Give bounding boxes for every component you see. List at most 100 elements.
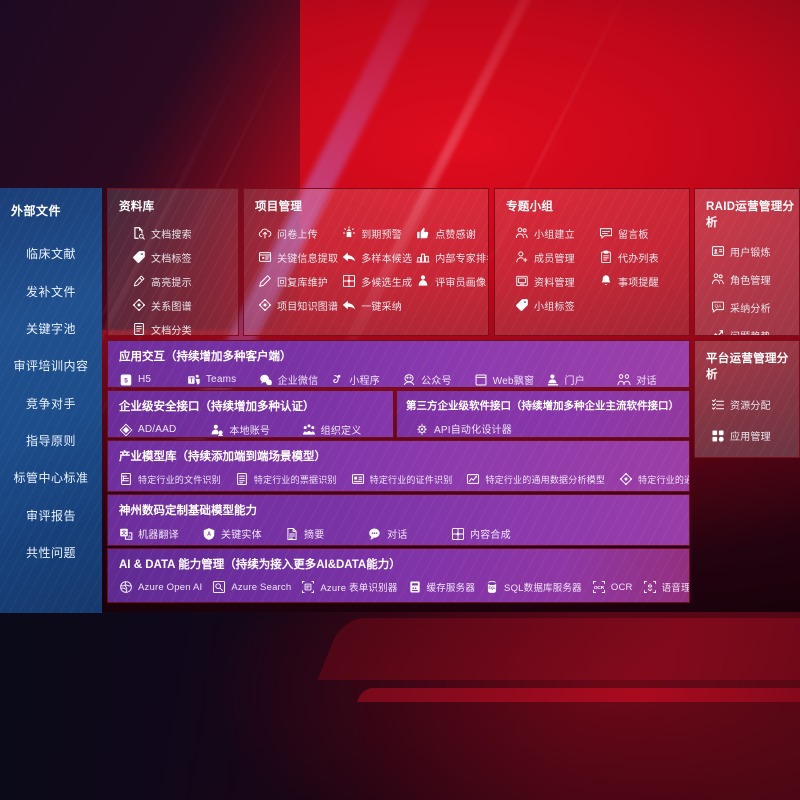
id-card-icon bbox=[711, 244, 725, 258]
list-item[interactable]: 门户 bbox=[546, 369, 618, 387]
list-item[interactable]: 回复库维护 bbox=[256, 269, 340, 293]
list-item[interactable]: 代办列表 bbox=[597, 245, 681, 269]
list-item[interactable]: A 关键实体 bbox=[202, 523, 285, 544]
list-item[interactable]: QA 采纳分析 bbox=[709, 293, 791, 321]
list-item[interactable]: Azure Search bbox=[212, 577, 291, 597]
list-item[interactable]: Web飘窗 bbox=[474, 369, 546, 387]
list-item[interactable]: 语音理解 bbox=[643, 577, 689, 597]
list-item[interactable]: 资源分配 bbox=[709, 389, 791, 420]
sidebar-item-supplement-files[interactable]: 发补文件 bbox=[25, 284, 76, 299]
list-item-label: 问卷上传 bbox=[277, 229, 318, 241]
list-item[interactable]: 特定行业的通用数据分析模型 bbox=[466, 469, 605, 489]
bar-thirdparty-items: API自动化设计器 bbox=[397, 413, 689, 437]
list-item[interactable]: 小组标签 bbox=[513, 293, 597, 317]
list-item[interactable]: 小组建立 bbox=[513, 221, 597, 245]
list-item-label: 关键信息提取 bbox=[277, 253, 339, 265]
list-item[interactable]: Teams bbox=[187, 370, 259, 388]
sidebar-item-review-training[interactable]: 审评培训内容 bbox=[13, 359, 89, 374]
list-item[interactable]: 对话 bbox=[617, 369, 689, 387]
list-item-label: 公众号 bbox=[421, 376, 452, 387]
list-item[interactable]: 事项提醒 bbox=[597, 269, 681, 293]
person-add-icon bbox=[515, 250, 529, 264]
list-item[interactable]: 对话 bbox=[368, 523, 451, 544]
card-group-title: 专题小组 bbox=[506, 201, 554, 213]
list-item[interactable]: Azure Open AI bbox=[119, 577, 202, 597]
sidebar-item-keyword-pool[interactable]: 关键字池 bbox=[25, 321, 76, 336]
list-item-label: 到期预警 bbox=[361, 229, 403, 241]
sidebar-item-common-issues[interactable]: 共性问题 bbox=[25, 546, 76, 561]
list-item[interactable]: 到期预警 bbox=[340, 221, 414, 245]
list-item[interactable]: 特定行业的文件识别 bbox=[119, 469, 221, 489]
list-item[interactable]: 摘要 bbox=[285, 523, 368, 544]
trend-chart-icon bbox=[711, 328, 725, 335]
list-item[interactable]: 小程序 bbox=[330, 369, 402, 387]
sidebar-item-review-report[interactable]: 审评报告 bbox=[25, 508, 76, 523]
sidebar-item-clinical-literature[interactable]: 临床文献 bbox=[25, 247, 76, 262]
list-item[interactable]: 关键信息提取 bbox=[256, 245, 340, 269]
list-item[interactable]: 点赞感谢 bbox=[414, 221, 488, 245]
list-item-label: 组织定义 bbox=[320, 426, 362, 437]
list-item[interactable]: 应用管理 bbox=[709, 420, 791, 451]
app-grid-icon bbox=[711, 429, 725, 443]
list-item[interactable]: 问题趋势 bbox=[709, 321, 791, 335]
list-item[interactable]: 多候选生成 bbox=[340, 269, 414, 293]
list-item[interactable]: 评审员画像 bbox=[414, 269, 488, 293]
list-item-label: 内部专家排名 bbox=[435, 253, 488, 265]
sidebar-item-standards-center[interactable]: 标管中心标准 bbox=[13, 471, 89, 486]
cache-server-icon bbox=[408, 580, 422, 594]
list-item[interactable]: 成员管理 bbox=[513, 245, 597, 269]
list-item[interactable]: 企业微信 bbox=[259, 369, 331, 387]
svg-text:A: A bbox=[207, 531, 211, 537]
list-item[interactable]: 高亮提示 bbox=[130, 269, 230, 293]
teams-icon bbox=[187, 373, 201, 387]
list-item[interactable]: 多样本候选 bbox=[340, 245, 414, 269]
list-item[interactable]: 5 H5 bbox=[119, 370, 187, 388]
card-raid-grid: 用户锻炼 角色管理 QA 采纳分析 问题趋势 bbox=[695, 230, 799, 335]
bar-ai-data-capability: AI & DATA 能力管理（持续为接入更多AI&DATA能力） Azure O… bbox=[107, 548, 690, 603]
card-group-grid: 小组建立 留言板 成员管理 代办列表 资料管理 事项提醒 bbox=[495, 214, 689, 317]
list-item[interactable]: 特定行业的证件识别 bbox=[351, 469, 453, 489]
list-item[interactable]: 资料管理 bbox=[513, 269, 597, 293]
tag-icon bbox=[132, 250, 146, 264]
list-item[interactable]: SQL SQL数据库服务器 bbox=[485, 577, 582, 597]
list-item[interactable]: 组织定义 bbox=[302, 419, 393, 437]
list-item[interactable]: 一键采纳 bbox=[340, 293, 414, 317]
list-item[interactable]: 关系图谱 bbox=[130, 293, 230, 317]
list-item[interactable]: 本地账号 bbox=[210, 419, 301, 437]
list-item[interactable]: Azure 表单识别器 bbox=[301, 577, 397, 597]
list-item-label: 文档标签 bbox=[151, 253, 192, 265]
bar-industry-title: 产业模型库（持续添加端到端场景模型） bbox=[119, 451, 326, 463]
list-item[interactable]: 文档标签 bbox=[130, 245, 230, 269]
bar-app-interaction-items: 5 H5 Teams 企业微信 小程序 公众号 Web飘窗 bbox=[108, 364, 689, 388]
list-item[interactable]: 用户锻炼 bbox=[709, 237, 791, 265]
list-item[interactable]: 留言板 bbox=[597, 221, 681, 245]
speech-icon bbox=[643, 580, 657, 594]
list-item[interactable]: 文档分类 bbox=[130, 317, 230, 335]
sidebar-item-competitors[interactable]: 竞争对手 bbox=[25, 396, 76, 411]
list-item[interactable]: 缓存服务器 bbox=[408, 577, 476, 597]
list-item[interactable]: 项目知识图谱 bbox=[256, 293, 340, 317]
list-item-label: 回复库维护 bbox=[277, 277, 328, 289]
list-item[interactable]: 角色管理 bbox=[709, 265, 791, 293]
list-item[interactable]: 内容合成 bbox=[451, 523, 534, 544]
data-analysis-icon bbox=[466, 472, 480, 486]
sidebar: 外部文件 临床文献 发补文件 关键字池 审评培训内容 竞争对手 指导原则 标管中… bbox=[0, 188, 102, 613]
list-item[interactable]: OCR OCR bbox=[592, 577, 633, 597]
sidebar-item-guidelines[interactable]: 指导原则 bbox=[25, 434, 76, 449]
list-item[interactable]: 文档搜索 bbox=[130, 221, 230, 245]
ranking-icon bbox=[416, 250, 430, 264]
list-item[interactable]: 问卷上传 bbox=[256, 221, 340, 245]
bar-thirdparty-title: 第三方企业级软件接口（持续增加多种企业主流软件接口） bbox=[406, 400, 679, 412]
list-item[interactable]: 公众号 bbox=[402, 369, 474, 387]
list-item[interactable]: API自动化设计器 bbox=[415, 418, 512, 437]
list-item[interactable]: AD/AAD bbox=[119, 420, 210, 438]
alarm-light-icon bbox=[342, 226, 356, 240]
list-item[interactable]: 特定行业的票据识别 bbox=[235, 469, 337, 489]
list-item[interactable]: 应用分析 bbox=[709, 451, 791, 457]
list-item[interactable]: 特定行业的通用知识图谱模型 bbox=[619, 469, 689, 489]
list-item[interactable]: 内部专家排名 bbox=[414, 245, 488, 269]
svg-text:QA: QA bbox=[715, 304, 723, 309]
card-library-title: 资料库 bbox=[119, 201, 155, 213]
